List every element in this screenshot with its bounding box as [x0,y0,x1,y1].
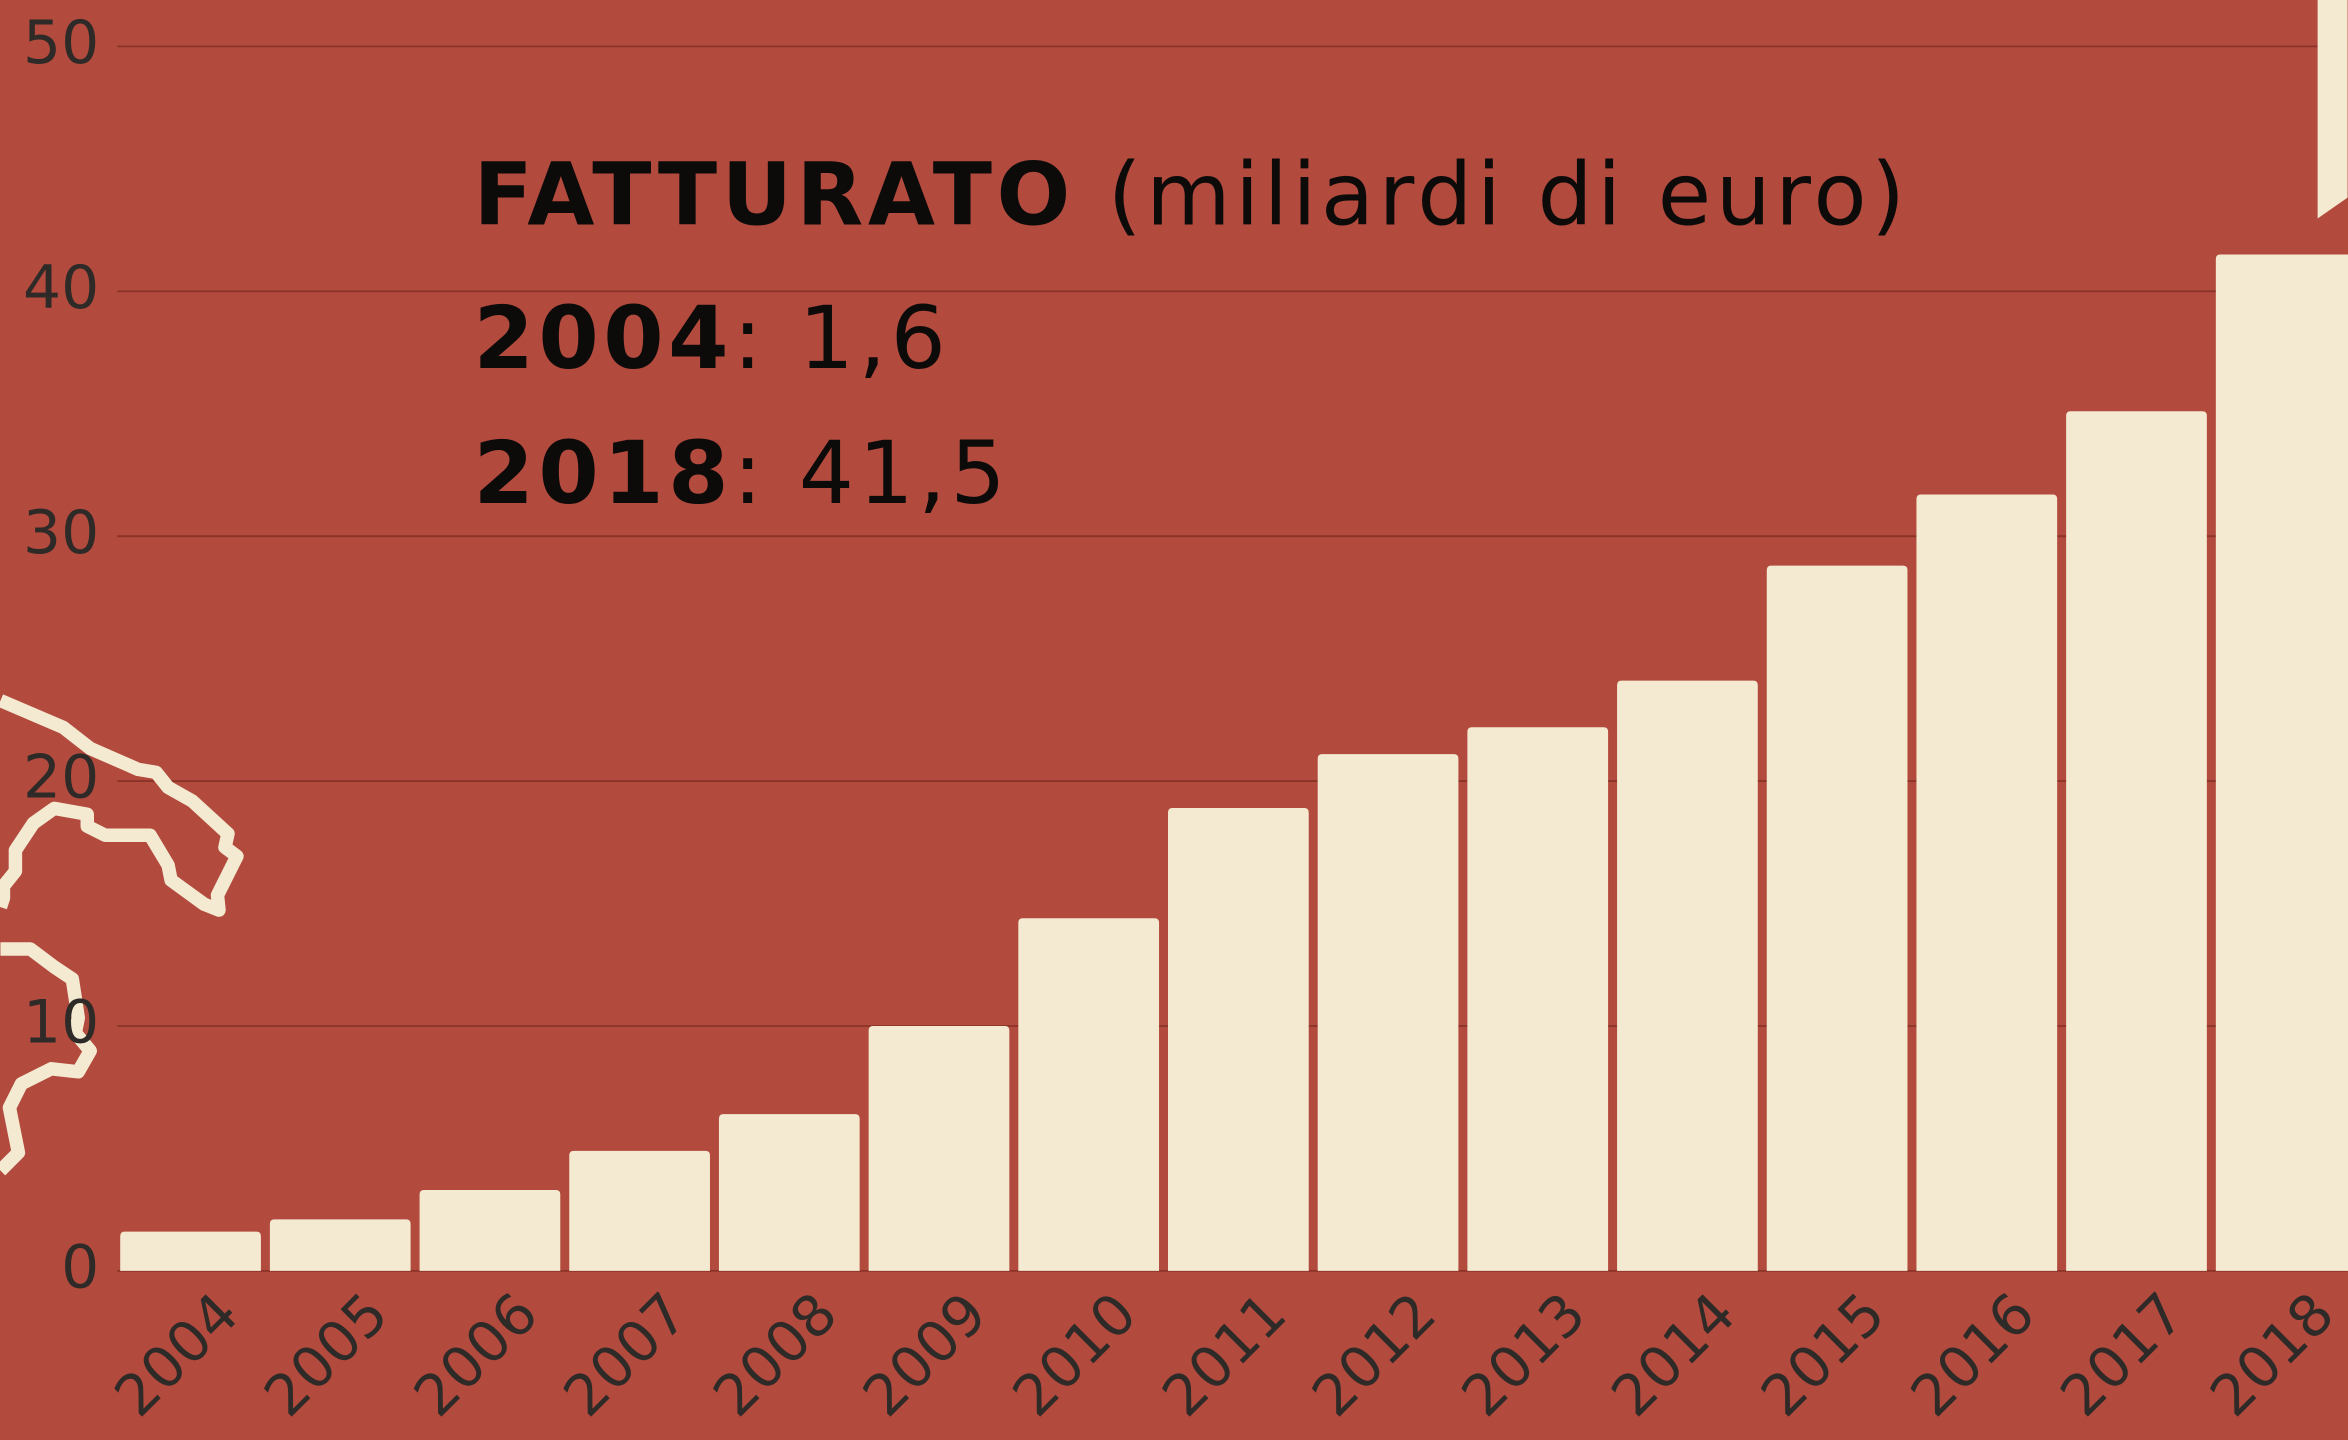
bar [1766,565,1908,1271]
y-axis: 0 10 20 30 40 50 [23,8,99,1302]
y-tick-label: 50 [23,8,99,78]
bar [718,1114,860,1271]
title-block: FATTURATO (miliardi di euro) [473,145,1909,246]
bar [1018,918,1160,1271]
bar [569,1150,710,1271]
y-tick-label: 0 [61,1232,99,1302]
map-outline [0,694,244,1176]
annotation-label: 2004 [473,288,733,389]
bar [2215,254,2348,1271]
y-tick-label: 20 [23,743,99,813]
y-tick-label: 40 [23,253,99,323]
corner-shape [2317,0,2348,219]
bar [1317,754,1459,1271]
annotation-text: : 1,6 [733,288,950,389]
bar [1467,727,1609,1271]
bar [868,1025,1010,1271]
chart-subtitle: (miliardi di euro) [1108,145,1910,246]
y-tick-label: 30 [23,498,99,568]
annotation-label: 2018 [473,423,733,524]
y-tick-label: 10 [23,988,99,1058]
annotation-text: : 41,5 [733,423,1010,524]
chart-title: FATTURATO [473,145,1074,246]
bar [1168,808,1309,1271]
bar [2066,411,2207,1271]
bar [120,1231,261,1271]
bar [1916,494,2058,1271]
annotation: 2004: 1,6 [473,288,950,389]
bar [269,1219,411,1271]
bar [419,1190,561,1271]
bars [120,254,2348,1271]
bar [1617,680,1758,1271]
annotation: 2018: 41,5 [473,423,1010,524]
